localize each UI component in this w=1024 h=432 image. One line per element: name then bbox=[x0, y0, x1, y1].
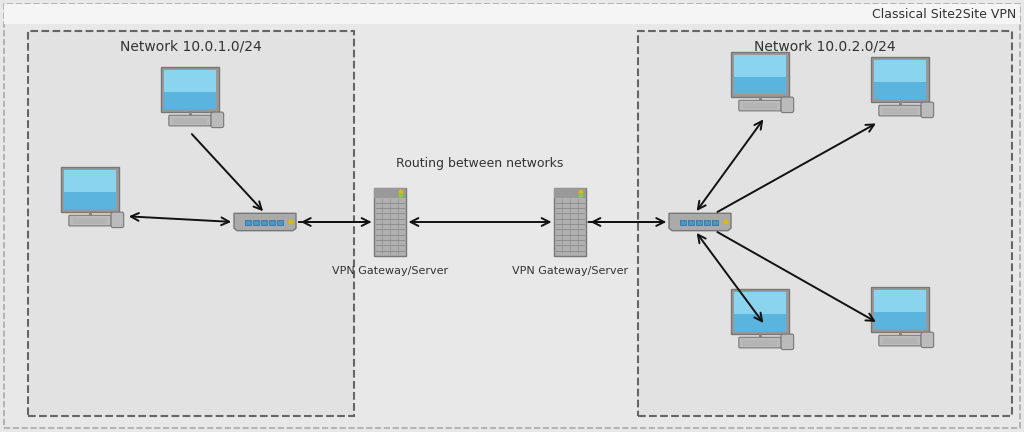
FancyBboxPatch shape bbox=[554, 188, 586, 198]
FancyBboxPatch shape bbox=[211, 112, 223, 127]
Circle shape bbox=[580, 191, 583, 194]
Polygon shape bbox=[234, 213, 296, 231]
FancyBboxPatch shape bbox=[874, 60, 926, 82]
FancyBboxPatch shape bbox=[734, 292, 786, 331]
FancyBboxPatch shape bbox=[375, 188, 406, 198]
FancyBboxPatch shape bbox=[65, 170, 116, 191]
Text: Classical Site2Site VPN: Classical Site2Site VPN bbox=[871, 7, 1016, 20]
FancyBboxPatch shape bbox=[739, 100, 781, 111]
FancyBboxPatch shape bbox=[731, 52, 788, 97]
FancyBboxPatch shape bbox=[734, 55, 786, 94]
Circle shape bbox=[399, 191, 402, 194]
FancyBboxPatch shape bbox=[731, 289, 788, 334]
FancyBboxPatch shape bbox=[111, 212, 124, 228]
FancyBboxPatch shape bbox=[879, 105, 922, 116]
FancyBboxPatch shape bbox=[169, 115, 211, 126]
FancyBboxPatch shape bbox=[874, 290, 926, 329]
Text: Network 10.0.2.0/24: Network 10.0.2.0/24 bbox=[755, 39, 896, 53]
FancyBboxPatch shape bbox=[871, 57, 929, 102]
FancyBboxPatch shape bbox=[734, 292, 786, 314]
FancyBboxPatch shape bbox=[921, 102, 934, 118]
FancyBboxPatch shape bbox=[65, 170, 116, 209]
FancyBboxPatch shape bbox=[61, 167, 119, 212]
FancyBboxPatch shape bbox=[921, 332, 934, 348]
FancyBboxPatch shape bbox=[164, 70, 216, 92]
FancyBboxPatch shape bbox=[638, 31, 1012, 416]
Text: Routing between networks: Routing between networks bbox=[396, 158, 563, 171]
FancyBboxPatch shape bbox=[739, 337, 781, 348]
FancyBboxPatch shape bbox=[554, 188, 586, 256]
FancyBboxPatch shape bbox=[69, 215, 112, 226]
FancyBboxPatch shape bbox=[278, 220, 284, 225]
FancyBboxPatch shape bbox=[253, 220, 259, 225]
FancyBboxPatch shape bbox=[161, 67, 219, 112]
FancyBboxPatch shape bbox=[871, 287, 929, 332]
FancyBboxPatch shape bbox=[705, 220, 711, 225]
FancyBboxPatch shape bbox=[164, 70, 216, 109]
FancyBboxPatch shape bbox=[269, 220, 275, 225]
Circle shape bbox=[399, 194, 402, 197]
FancyBboxPatch shape bbox=[734, 55, 786, 76]
FancyBboxPatch shape bbox=[781, 334, 794, 349]
FancyBboxPatch shape bbox=[261, 220, 267, 225]
Polygon shape bbox=[669, 213, 731, 231]
FancyBboxPatch shape bbox=[874, 290, 926, 311]
FancyBboxPatch shape bbox=[28, 31, 354, 416]
Text: VPN Gateway/Server: VPN Gateway/Server bbox=[332, 266, 449, 276]
Circle shape bbox=[724, 220, 728, 224]
FancyBboxPatch shape bbox=[712, 220, 718, 225]
FancyBboxPatch shape bbox=[781, 97, 794, 113]
FancyBboxPatch shape bbox=[688, 220, 694, 225]
FancyBboxPatch shape bbox=[245, 220, 251, 225]
FancyBboxPatch shape bbox=[874, 60, 926, 99]
Circle shape bbox=[580, 194, 583, 197]
Text: Network 10.0.1.0/24: Network 10.0.1.0/24 bbox=[120, 39, 262, 53]
Text: VPN Gateway/Server: VPN Gateway/Server bbox=[512, 266, 628, 276]
FancyBboxPatch shape bbox=[879, 335, 922, 346]
FancyBboxPatch shape bbox=[696, 220, 702, 225]
FancyBboxPatch shape bbox=[375, 188, 406, 256]
Circle shape bbox=[289, 220, 293, 224]
FancyBboxPatch shape bbox=[680, 220, 686, 225]
FancyBboxPatch shape bbox=[4, 4, 1020, 24]
FancyBboxPatch shape bbox=[4, 4, 1020, 428]
